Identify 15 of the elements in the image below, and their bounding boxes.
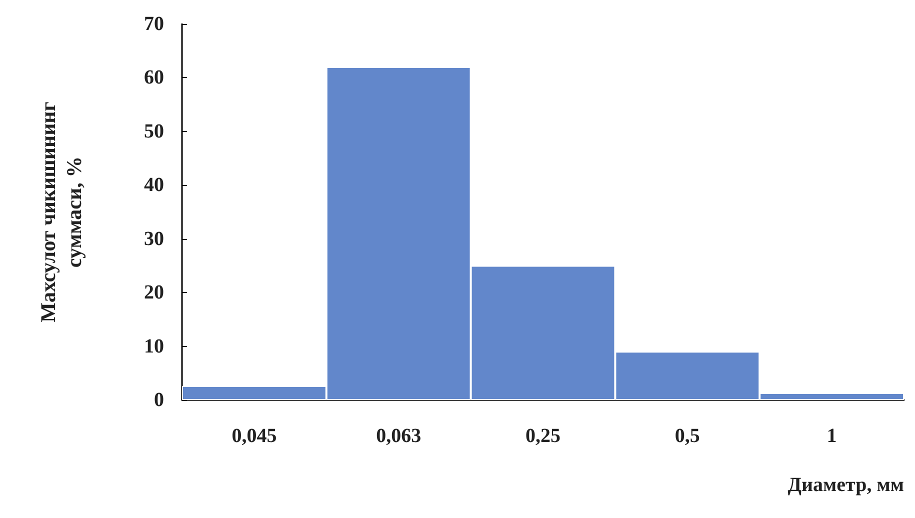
y-axis-title: Махсулот чикишининг суммаси, %	[36, 102, 86, 322]
x-tick-label: 0,25	[526, 425, 560, 447]
x-tick-label: 0,5	[674, 425, 700, 447]
y-tick-label: 60	[144, 66, 164, 89]
x-tick-label: 1	[826, 425, 837, 447]
x-tick-label: 0,045	[232, 425, 277, 447]
y-tick-label: 50	[144, 120, 164, 142]
y-tick-label: 40	[144, 174, 164, 196]
x-tick-label: 0,063	[376, 425, 422, 447]
y-tick-label: 20	[144, 282, 164, 304]
y-tick-label: 0	[154, 389, 164, 411]
y-tick-label: 10	[144, 335, 164, 358]
x-axis-title: Диаметр, мм	[788, 474, 904, 496]
y-tick-label: 70	[144, 13, 164, 35]
y-tick-label: 30	[144, 228, 164, 250]
